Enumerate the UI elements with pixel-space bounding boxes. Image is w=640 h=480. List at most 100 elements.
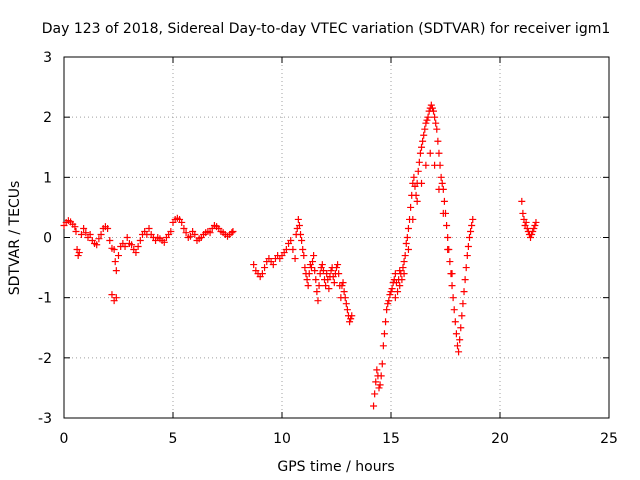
data-point xyxy=(434,137,442,145)
data-point xyxy=(335,270,343,278)
data-point xyxy=(439,209,447,217)
data-point xyxy=(414,167,422,175)
x-tick-label: 20 xyxy=(491,431,509,447)
data-point xyxy=(75,249,83,257)
data-point xyxy=(145,224,153,232)
data-point xyxy=(182,229,190,237)
data-point xyxy=(191,230,199,238)
data-point xyxy=(95,235,103,243)
data-point xyxy=(426,149,434,157)
data-point xyxy=(229,227,237,235)
data-point xyxy=(348,312,356,320)
data-point xyxy=(404,246,412,254)
data-point xyxy=(322,282,330,290)
data-point xyxy=(459,300,467,308)
data-point xyxy=(430,107,438,115)
data-point xyxy=(319,267,327,275)
data-point xyxy=(71,223,79,231)
data-point xyxy=(435,149,443,157)
data-point xyxy=(82,229,90,237)
data-point xyxy=(433,125,441,133)
data-point xyxy=(394,288,402,296)
chart-title: Day 123 of 2018, Sidereal Day-to-day VTE… xyxy=(42,21,611,37)
data-point xyxy=(380,330,388,338)
data-point xyxy=(372,378,380,386)
x-tick-label: 25 xyxy=(600,431,618,447)
data-point xyxy=(418,179,426,187)
data-point xyxy=(178,218,186,226)
data-point xyxy=(468,221,476,229)
data-point xyxy=(111,258,119,266)
data-point xyxy=(86,230,94,238)
data-point xyxy=(384,300,392,308)
data-point xyxy=(339,279,347,287)
data-point xyxy=(310,252,318,260)
data-point xyxy=(530,224,538,232)
x-tick-label: 5 xyxy=(169,431,178,447)
data-point xyxy=(295,221,303,229)
grid-lines xyxy=(64,57,609,418)
data-point xyxy=(134,243,142,251)
data-point xyxy=(104,224,112,232)
x-tick-label: 0 xyxy=(60,431,69,447)
y-tick-label: -3 xyxy=(38,411,52,427)
data-point xyxy=(469,215,477,223)
data-point xyxy=(449,294,457,302)
data-point xyxy=(410,173,418,181)
data-point xyxy=(531,221,539,229)
data-point xyxy=(461,276,469,284)
data-point xyxy=(132,249,140,257)
data-point xyxy=(167,227,175,235)
y-tick-label: 3 xyxy=(43,50,52,66)
axis-ticks: 0 5 10 15 20 25 -3 -2 -1 0 1 2 3 xyxy=(38,50,618,447)
data-point xyxy=(527,234,535,241)
data-point xyxy=(518,197,526,205)
data-point xyxy=(407,203,415,211)
data-point xyxy=(400,270,408,278)
data-point xyxy=(412,191,420,199)
data-point xyxy=(121,243,129,251)
data-point xyxy=(74,252,82,260)
data-point xyxy=(291,255,299,263)
data-point xyxy=(110,246,118,254)
data-point xyxy=(377,372,385,380)
data-point xyxy=(387,288,395,296)
data-point xyxy=(346,318,354,326)
data-point xyxy=(341,294,349,302)
data-point xyxy=(370,402,378,410)
y-tick-label: 2 xyxy=(43,110,52,126)
data-point xyxy=(428,104,436,112)
data-point xyxy=(416,149,424,157)
data-point xyxy=(528,230,536,238)
data-point xyxy=(305,270,313,278)
data-point xyxy=(451,318,459,326)
data-point xyxy=(315,282,323,290)
data-point xyxy=(93,241,101,249)
data-point xyxy=(309,258,317,266)
data-point xyxy=(419,137,427,145)
data-point xyxy=(396,267,404,275)
data-point xyxy=(391,294,399,302)
data-point xyxy=(424,113,432,121)
data-point xyxy=(529,227,537,235)
data-point xyxy=(444,234,452,241)
data-point xyxy=(261,264,269,272)
data-point xyxy=(467,227,475,235)
data-point xyxy=(519,209,527,217)
data-point xyxy=(312,276,320,284)
data-point xyxy=(399,264,407,272)
data-point xyxy=(373,366,381,374)
y-tick-label: 1 xyxy=(43,170,52,186)
data-point xyxy=(80,224,88,232)
data-point xyxy=(398,276,406,284)
data-point xyxy=(303,276,311,284)
data-point xyxy=(299,246,307,254)
data-point xyxy=(206,229,214,237)
data-point xyxy=(404,224,412,232)
data-point xyxy=(420,131,428,139)
data-point xyxy=(462,264,470,272)
data-point xyxy=(427,101,435,109)
data-point xyxy=(342,300,350,308)
data-point xyxy=(448,282,456,290)
y-tick-label: -2 xyxy=(38,351,52,367)
